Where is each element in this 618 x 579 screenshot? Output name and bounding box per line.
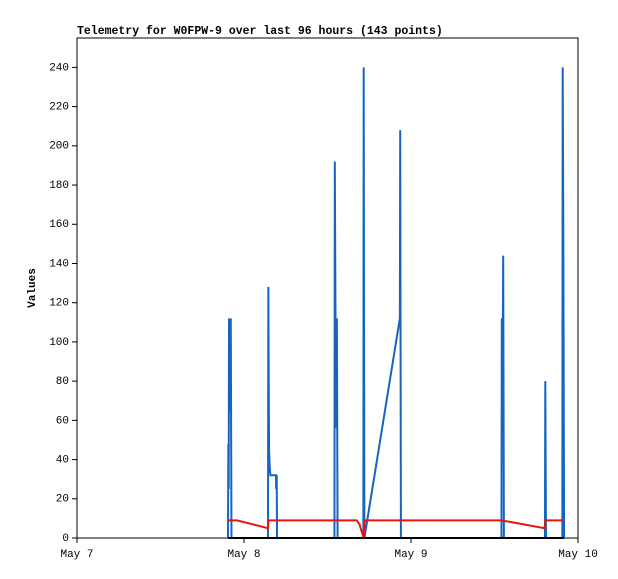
chart-title: Telemetry for W0FPW-9 over last 96 hours… <box>77 25 443 38</box>
series-line <box>227 519 565 539</box>
y-tick-label: 20 <box>56 494 69 506</box>
y-tick-label: 220 <box>49 102 69 114</box>
series-line <box>226 67 566 539</box>
y-tick-label: 180 <box>49 180 69 192</box>
y-tick-label: 60 <box>56 415 69 427</box>
x-tick-label: May 7 <box>60 549 93 561</box>
y-tick-label: 140 <box>49 258 69 270</box>
y-tick-label: 100 <box>49 337 69 349</box>
x-tick-label: May 8 <box>227 549 260 561</box>
y-axis-label: Values <box>27 268 39 308</box>
x-tick-label: May 10 <box>558 549 598 561</box>
y-tick-label: 160 <box>49 219 69 231</box>
y-tick-label: 80 <box>56 376 69 388</box>
y-tick-label: 120 <box>49 298 69 310</box>
x-tick-label: May 9 <box>394 549 427 561</box>
y-tick-label: 40 <box>56 454 69 466</box>
y-tick-label: 0 <box>62 533 69 545</box>
y-tick-label: 200 <box>49 141 69 153</box>
y-tick-label: 240 <box>49 62 69 74</box>
